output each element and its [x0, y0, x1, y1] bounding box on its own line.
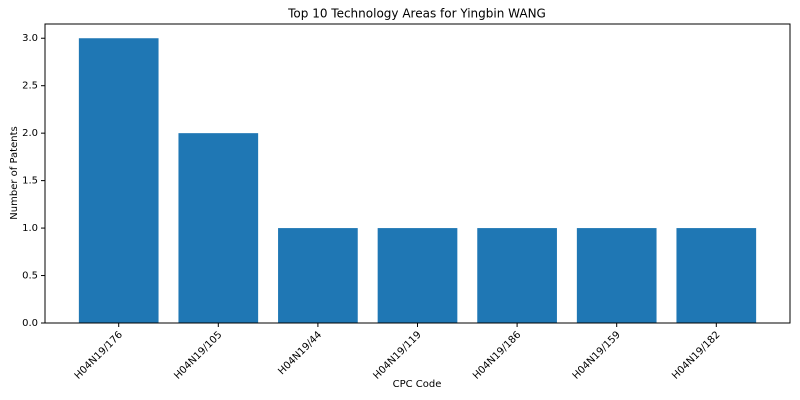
bar — [178, 133, 258, 323]
x-tick-label: H04N19/44 — [276, 329, 324, 377]
bar — [79, 38, 159, 323]
bar — [477, 228, 557, 323]
x-axis-label: CPC Code — [393, 379, 442, 390]
x-tick-label: H04N19/105 — [172, 329, 224, 381]
y-axis-label: Number of Patents — [9, 126, 20, 219]
x-tick-label: H04N19/176 — [73, 329, 125, 381]
x-tick-label: H04N19/182 — [670, 329, 722, 381]
y-tick-label: 2.0 — [22, 128, 38, 139]
chart: Top 10 Technology Areas for Yingbin WANG… — [0, 0, 800, 400]
x-tick-label: H04N19/186 — [471, 329, 523, 381]
bar — [676, 228, 756, 323]
y-tick-label: 2.5 — [22, 81, 38, 92]
y-tick-label: 3.0 — [22, 33, 38, 44]
x-tick-label: H04N19/119 — [371, 329, 423, 381]
y-tick-label: 0.5 — [22, 271, 38, 282]
bar — [577, 228, 657, 323]
y-tick-label: 1.0 — [22, 223, 38, 234]
bar — [378, 228, 458, 323]
chart-title: Top 10 Technology Areas for Yingbin WANG — [287, 7, 546, 21]
y-tick-label: 0.0 — [22, 318, 38, 329]
x-tick-label: H04N19/159 — [571, 329, 623, 381]
y-tick-label: 1.5 — [22, 176, 38, 187]
bar — [278, 228, 358, 323]
